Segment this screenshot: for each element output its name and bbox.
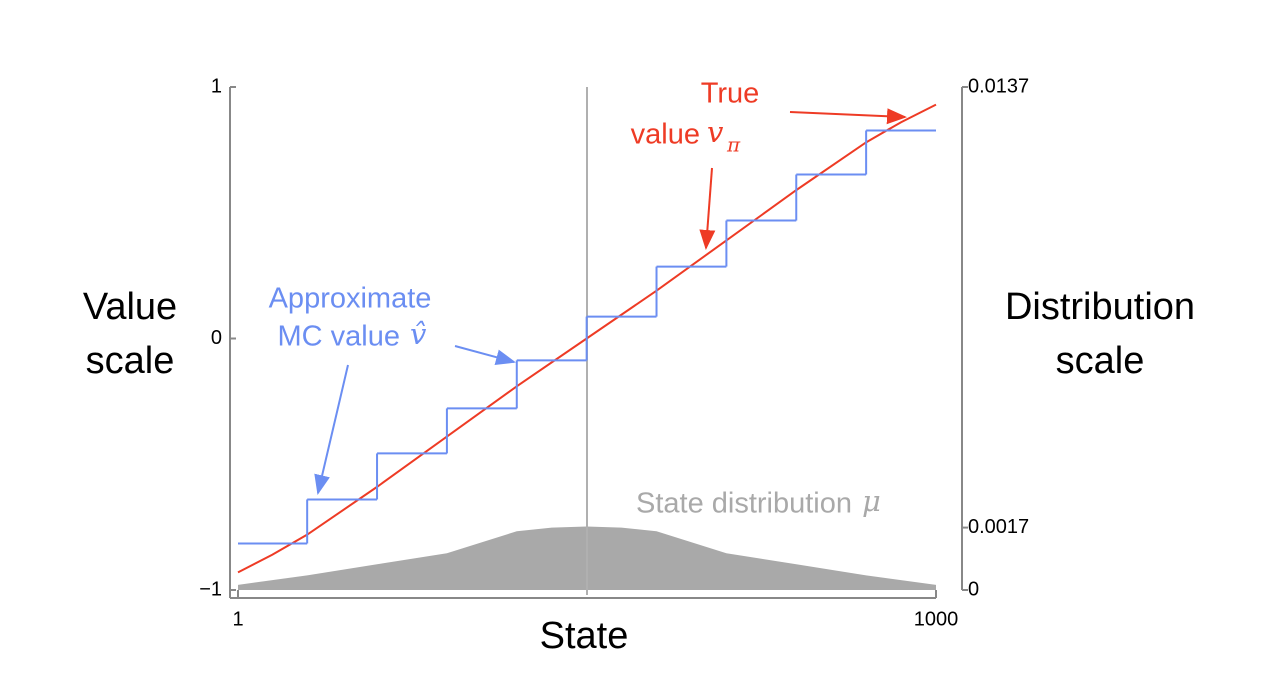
- annotation: Approximate: [269, 283, 432, 315]
- y-label: Value: [83, 286, 177, 328]
- annotation-math: v: [707, 115, 724, 149]
- y-tick-label: 1: [211, 75, 222, 97]
- y-tick-label: 0: [211, 327, 222, 349]
- y-label: scale: [86, 340, 175, 382]
- annotation-sub: π: [726, 133, 741, 157]
- arrow: [699, 167, 716, 250]
- annotation-math: μ: [862, 484, 881, 518]
- y2-label: scale: [1056, 340, 1145, 382]
- x-tick-label: 1: [232, 608, 243, 630]
- x-tick-label: 1000: [914, 608, 959, 630]
- y2-tick-label: 0.0137: [968, 75, 1029, 97]
- y-tick-label: −1: [199, 578, 222, 600]
- arrow: [454, 345, 516, 366]
- annotation: MC value: [278, 321, 401, 353]
- annotation: True: [701, 78, 760, 110]
- foreground: [237, 103, 937, 574]
- annotation-math: v̂: [410, 317, 427, 351]
- annotation: State distribution: [636, 488, 852, 520]
- y2-tick-label: 0.0017: [968, 516, 1029, 538]
- arrow: [789, 108, 907, 125]
- arrow: [314, 364, 349, 495]
- annotation: value: [631, 119, 700, 151]
- x-label: State: [540, 615, 629, 657]
- y2-label: Distribution: [1005, 286, 1195, 328]
- y2-tick-label: 0: [968, 578, 979, 600]
